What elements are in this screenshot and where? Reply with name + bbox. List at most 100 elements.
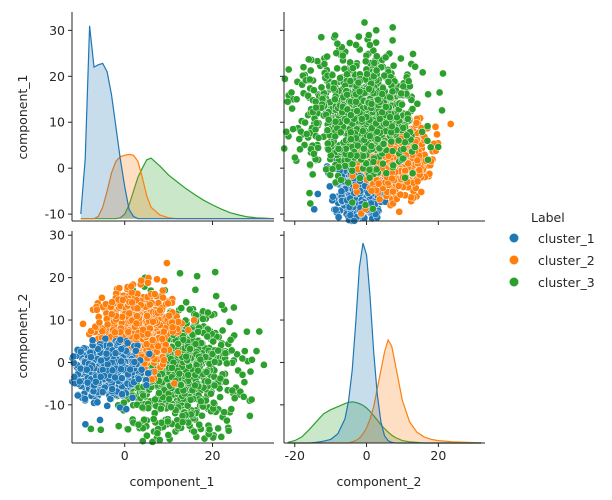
scatter-point-cluster_3 [227,346,236,355]
scatter-point-cluster_3 [222,359,231,368]
scatter-point-cluster_1 [131,346,140,355]
scatter-point-cluster_3 [203,332,212,341]
scatter-point-cluster_1 [117,357,126,366]
scatter-point-cluster_3 [224,426,233,435]
scatter-point-cluster_2 [190,316,198,325]
scatter-point-cluster_2 [375,195,384,204]
scatter-point-cluster_3 [196,397,205,406]
scatter-point-cluster_1 [111,373,119,382]
scatter-point-cluster_3 [148,438,157,446]
scatter-point-cluster_3 [324,115,333,124]
scatter-point-cluster_3 [387,137,396,146]
scatter-point-cluster_1 [337,187,346,196]
scatter-point-cluster_3 [299,63,308,72]
scatter-point-cluster_3 [438,106,446,115]
scatter-point-cluster_1 [334,213,343,222]
scatter-point-cluster_3 [179,335,188,344]
scatter-point-cluster_3 [380,71,389,80]
scatter-point-cluster_2 [103,320,112,329]
scatter-point-cluster_2 [395,207,404,216]
scatter-point-cluster_3 [204,377,212,386]
scatter-point-cluster_3 [418,68,427,77]
scatter-point-cluster_1 [331,205,340,214]
scatter-point-cluster_3 [338,51,347,60]
scatter-point-cluster_3 [211,268,220,276]
scatter-point-cluster_3 [423,122,432,131]
scatter-point-cluster_1 [116,335,125,344]
scatter-point-cluster_3 [301,118,309,127]
scatter-point-cluster_3 [209,398,218,407]
scatter-point-cluster_1 [108,366,117,375]
scatter-point-cluster_2 [174,348,182,357]
scatter-point-cluster_3 [348,160,357,168]
scatter-point-cluster_3 [360,18,369,27]
scatter-point-cluster_3 [184,371,193,379]
scatter-point-cluster_3 [228,386,237,395]
scatter-point-cluster_3 [218,326,227,335]
scatter-point-cluster_3 [210,381,219,390]
scatter-point-cluster_3 [346,77,355,85]
scatter-point-cluster_3 [284,65,293,74]
scatter-point-cluster_3 [352,97,360,106]
scatter-point-cluster_3 [288,104,296,113]
scatter-point-cluster_3 [165,395,173,403]
scatter-point-cluster_2 [413,156,422,165]
scatter-point-cluster_2 [95,318,104,327]
scatter-point-cluster_2 [168,323,177,332]
scatter-point-cluster_2 [92,305,101,314]
scatter-point-cluster_3 [372,165,381,174]
scatter-point-cluster_3 [365,173,374,182]
scatter-point-cluster_3 [191,285,200,294]
scatter-point-cluster_3 [139,391,148,400]
scatter-comp2-vs-comp1-panel [280,12,485,225]
scatter-point-cluster_3 [312,103,320,112]
scatter-point-cluster_2 [143,330,152,338]
scatter-point-cluster_2 [165,311,174,320]
scatter-point-cluster_1 [93,398,102,407]
scatter-point-cluster_2 [148,336,157,344]
scatter-point-cluster_3 [434,143,443,151]
scatter-point-cluster_3 [223,416,231,425]
scatter-point-cluster_1 [81,420,90,429]
scatter-point-cluster_1 [145,350,154,358]
scatter-point-cluster_3 [346,111,355,119]
scatter-point-cluster_3 [399,154,407,163]
scatter-point-cluster_3 [248,355,256,364]
scatter-point-cluster_3 [149,415,158,423]
scatter-point-cluster_2 [79,320,87,328]
scatter-point-cluster_3 [397,54,405,63]
scatter-point-cluster_3 [295,135,304,143]
scatter-point-cluster_3 [292,95,301,104]
scatter-point-cluster_3 [230,394,239,403]
scatter-point-cluster_3 [393,113,401,122]
scatter-point-cluster_3 [199,315,207,323]
scatter-point-cluster_1 [102,349,111,358]
scatter-point-cluster_3 [348,166,357,175]
scatter-point-cluster_3 [227,405,236,413]
scatter-point-cluster_1 [81,395,89,403]
scatter-point-cluster_2 [150,290,159,298]
scatter-point-cluster_3 [302,130,311,138]
scatter-point-cluster_3 [194,366,202,375]
scatter-point-cluster_3 [336,74,344,82]
scatter-point-cluster_2 [388,174,396,183]
scatter-point-cluster_1 [117,365,125,374]
scatter-point-cluster_3 [204,308,212,317]
scatter-point-cluster_1 [96,416,104,424]
scatter-point-cluster_3 [317,33,326,42]
scatter-point-cluster_3 [157,404,165,413]
scatter-point-cluster_1 [144,369,152,378]
scatter-point-cluster_2 [107,310,116,319]
scatter-point-cluster_3 [314,143,322,152]
scatter-point-cluster_3 [168,364,176,372]
scatter-point-cluster_3 [260,361,268,369]
scatter-point-cluster_3 [310,86,318,95]
scatter-point-cluster_3 [175,369,184,378]
scatter-point-cluster_3 [336,128,345,137]
scatter-point-cluster_3 [138,437,147,445]
scatter-point-cluster_3 [190,427,198,436]
scatter-point-cluster_1 [116,403,124,412]
scatter-point-cluster_3 [366,132,374,141]
scatter-point-cluster_3 [209,337,218,346]
scatter-point-cluster_3 [369,158,378,166]
